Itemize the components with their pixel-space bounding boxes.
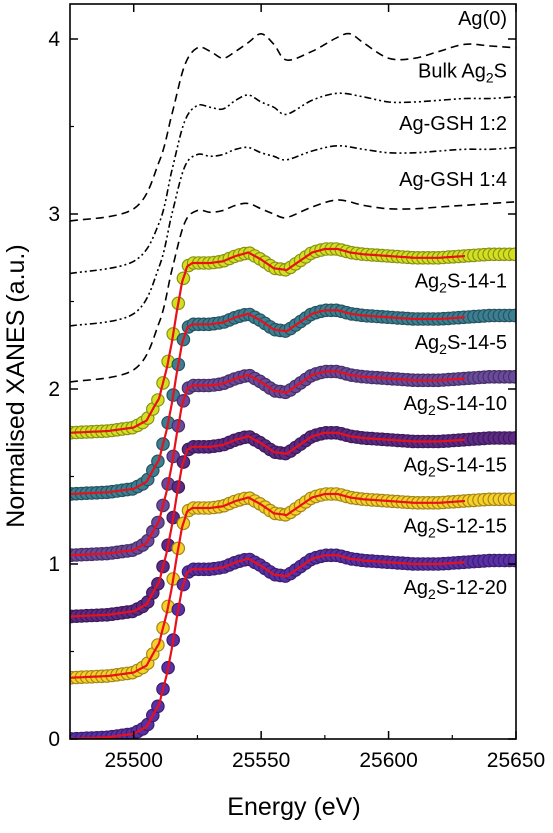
series-label-gsh12: Ag-GSH 1:2 — [399, 113, 507, 135]
plot-frame — [70, 4, 516, 739]
x-tick-label: 25550 — [232, 749, 290, 772]
fit-line-s14_10 — [70, 370, 466, 557]
data-point — [507, 492, 516, 507]
reference-line-bulk — [70, 92, 516, 275]
series-label-s12_15: Ag2S-12-15 — [404, 516, 507, 541]
data-point — [507, 370, 516, 384]
series-label-bulk: Bulk Ag2S — [418, 61, 507, 86]
x-axis-title: Energy (eV) — [227, 793, 360, 821]
series-s14_5 — [70, 303, 516, 501]
y-tick-label: 1 — [48, 553, 60, 576]
series-label-s14_1: Ag2S-14-1 — [415, 271, 507, 296]
fit-line-s14_15 — [70, 431, 466, 618]
y-tick-label: 2 — [48, 378, 60, 401]
data-point — [507, 308, 516, 323]
y-axis-title: Normalised XANES (a.u.) — [2, 244, 30, 527]
series-label-s14_10: Ag2S-14-10 — [404, 393, 507, 418]
series-label-ag0: Ag(0) — [458, 8, 507, 30]
fit-line-s12_15 — [70, 492, 466, 679]
reference-line-gsh12 — [70, 144, 516, 327]
axis-frame — [69, 3, 517, 740]
plot-area — [70, 4, 516, 739]
series-s12_20 — [70, 548, 516, 739]
y-tick-label: 0 — [48, 728, 60, 751]
series-labels: Ag(0) Bulk Ag2S Ag-GSH 1:2 Ag-GSH 1:4 Ag2S-1… — [399, 8, 507, 602]
series-s14_15 — [70, 425, 516, 624]
data-point — [507, 431, 516, 445]
series-label-gsh14: Ag-GSH 1:4 — [399, 169, 507, 191]
x-tick-label: 25500 — [105, 749, 163, 772]
axes: 25500 25550 25600 25650 0 1 2 3 4 — [48, 3, 545, 772]
data-point — [507, 247, 516, 262]
data-point — [507, 553, 516, 568]
reference-line-gsh14 — [70, 199, 516, 383]
y-tick-label: 3 — [48, 203, 60, 226]
series-layer — [70, 32, 516, 739]
series-label-s14_15: Ag2S-14-15 — [404, 454, 507, 479]
series-label-s14_5: Ag2S-14-5 — [415, 332, 507, 357]
x-tick-label: 25600 — [359, 749, 417, 772]
fit-line-s14_1 — [70, 247, 466, 434]
y-tick-label: 4 — [48, 28, 60, 51]
series-label-s12_20: Ag2S-12-20 — [404, 577, 507, 602]
series-s14_1 — [70, 242, 516, 440]
reference-line-ag0 — [70, 32, 516, 222]
series-s14_10 — [70, 364, 516, 562]
fit-line-s12_20 — [70, 554, 466, 739]
x-tick-label: 25650 — [487, 749, 545, 772]
series-s12_15 — [70, 487, 516, 685]
fit-line-s14_5 — [70, 309, 466, 496]
